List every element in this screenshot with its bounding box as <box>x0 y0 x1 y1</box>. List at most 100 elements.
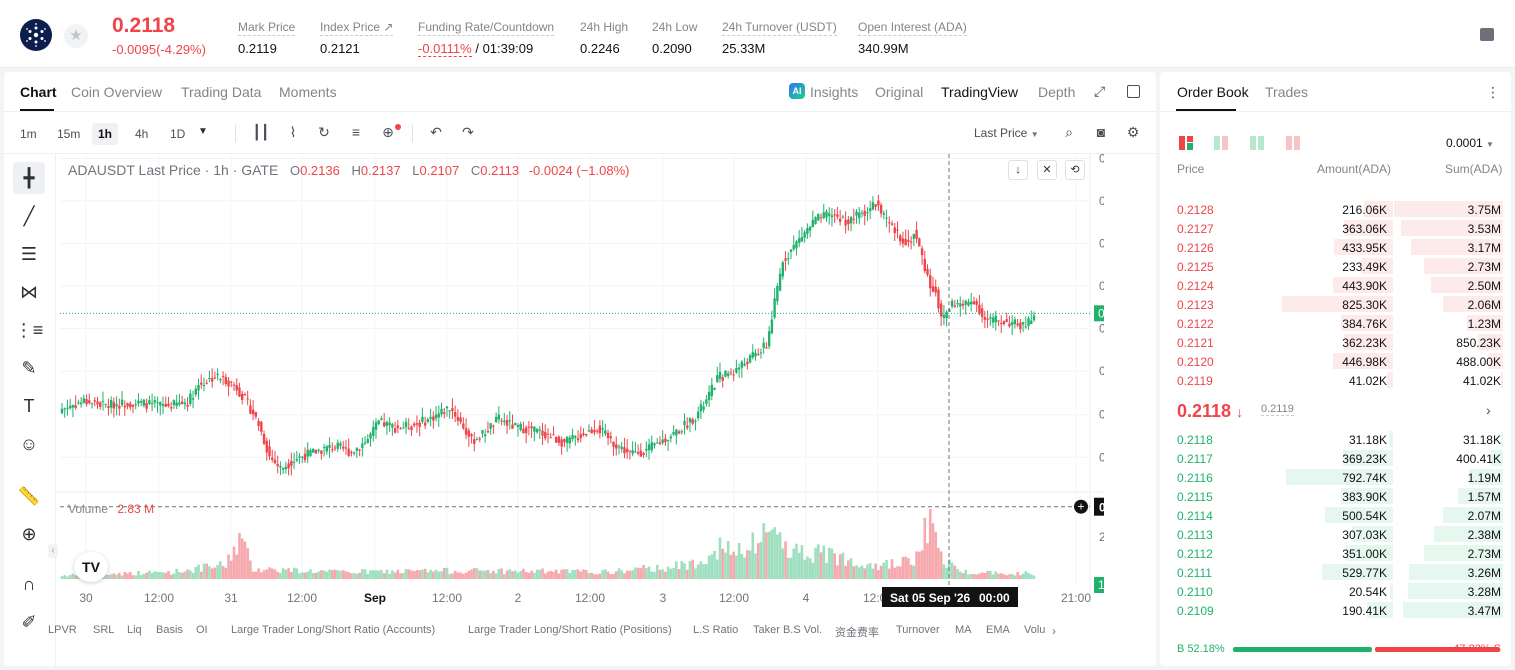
timeframe-1h[interactable]: 1h <box>92 123 119 145</box>
volume-bar <box>418 570 421 579</box>
bid-row[interactable]: 0.2117 369.23K 400.41K <box>1160 449 1511 467</box>
timeframe-15m[interactable]: 15m <box>57 127 81 141</box>
favorite-star-icon[interactable]: ★ <box>64 24 88 48</box>
book-icon[interactable] <box>1480 28 1494 41</box>
tab-insights[interactable]: Insights <box>810 84 859 100</box>
tab-chart[interactable]: Chart <box>20 84 57 100</box>
candlestick-chart[interactable]: 0.2300 0.2250 0.2200 0.2150 0.2100 0.2050 0.19… <box>4 151 1156 624</box>
timeframe-1m[interactable]: 1m <box>20 127 37 141</box>
indicator-ls-ratio[interactable]: L.S Ratio <box>693 624 739 636</box>
pattern-icon[interactable]: ⋈ <box>20 282 38 302</box>
indicators-icon[interactable]: ⌇ <box>289 124 297 140</box>
stat-index-price[interactable]: Index Price ↗ 0.2121 <box>320 20 394 56</box>
ask-row[interactable]: 0.2124 443.90K 2.50M <box>1160 276 1511 294</box>
tab-trades[interactable]: Trades <box>1265 84 1309 100</box>
chevron-right-icon[interactable]: › <box>1486 402 1491 418</box>
chevron-down-icon[interactable]: ▼ <box>198 126 208 137</box>
timeframe-1d[interactable]: 1D <box>170 127 186 141</box>
volume-bar <box>568 573 572 579</box>
tab-moments[interactable]: Moments <box>279 84 337 100</box>
bid-row[interactable]: 0.2115 383.90K 1.57M <box>1160 487 1511 505</box>
indicator-funding-rate[interactable]: 资金费率 <box>835 627 879 639</box>
indicator-volume[interactable]: Volu <box>1024 624 1046 636</box>
search-icon[interactable]: ⌕ <box>1065 124 1073 140</box>
fib-icon[interactable]: ⋮≡ <box>14 320 44 340</box>
ask-row[interactable]: 0.2125 233.49K 2.73M <box>1160 257 1511 275</box>
timeframe-4h[interactable]: 4h <box>135 127 149 141</box>
view-bids-icon[interactable] <box>1250 136 1266 150</box>
collapse-toolbar-icon[interactable]: ‹ <box>48 544 58 558</box>
indicator-basis[interactable]: Basis <box>156 624 183 636</box>
undo-icon[interactable]: ↶ <box>430 124 442 140</box>
ask-row[interactable]: 0.2128 216.06K 3.75M <box>1160 200 1511 218</box>
bid-row[interactable]: 0.2112 351.00K 2.73M <box>1160 544 1511 562</box>
ask-row[interactable]: 0.2126 433.95K 3.17M <box>1160 238 1511 256</box>
emoji-icon[interactable]: ☺ <box>19 434 39 454</box>
more-icon[interactable]: ⋮ <box>1486 84 1500 100</box>
magnet-icon[interactable]: ∩ <box>22 574 36 594</box>
tab-coin-overview[interactable]: Coin Overview <box>71 84 163 100</box>
chart-area[interactable]: 0.2300 0.2250 0.2200 0.2150 0.2100 0.2050 0.19… <box>4 151 1156 629</box>
view-asks-icon[interactable] <box>1286 136 1302 150</box>
bid-row[interactable]: 0.2116 792.74K 1.19M <box>1160 468 1511 486</box>
view-split-icon[interactable] <box>1214 136 1230 150</box>
indicator-liq[interactable]: Liq <box>127 624 142 636</box>
add-indicator-icon[interactable]: ⊕ <box>382 124 394 140</box>
indicator-oi[interactable]: OI <box>196 624 208 636</box>
gear-icon[interactable]: ⚙ <box>1126 124 1140 140</box>
bid-row[interactable]: 0.2113 307.03K 2.38M <box>1160 525 1511 543</box>
text-icon[interactable]: T <box>23 396 35 416</box>
pencil-icon[interactable]: ✐ <box>21 612 37 632</box>
refresh-icon[interactable]: ⟲ <box>1065 160 1085 180</box>
tab-trading-data[interactable]: Trading Data <box>181 84 262 100</box>
stat-mark-price[interactable]: Mark Price 0.2119 <box>238 20 296 56</box>
precision-select[interactable]: 0.0001 ▼ <box>1446 136 1494 150</box>
tab-original[interactable]: Original <box>875 84 924 100</box>
zoom-in-icon[interactable]: ⊕ <box>21 524 37 544</box>
redo-icon[interactable]: ↷ <box>462 124 474 140</box>
stat-funding-rate[interactable]: Funding Rate/Countdown -0.0111% / 01:39:… <box>418 20 555 57</box>
indicator-turnover[interactable]: Turnover <box>896 624 940 636</box>
trend-line-icon[interactable]: ╱ <box>23 206 35 226</box>
ask-row[interactable]: 0.2122 384.76K 1.23M <box>1160 314 1511 332</box>
tab-tradingview[interactable]: TradingView <box>941 84 1019 100</box>
horizontal-lines-icon[interactable]: ☰ <box>20 244 38 264</box>
volume-bar <box>322 570 326 579</box>
bid-row[interactable]: 0.2111 529.77K 3.26M <box>1160 563 1511 581</box>
indicator-large-trader-accounts[interactable]: Large Trader Long/Short Ratio (Accounts) <box>231 624 436 636</box>
arrow-down-icon[interactable]: ↓ <box>1008 160 1028 180</box>
ask-row[interactable]: 0.2120 446.98K 488.00K <box>1160 352 1511 370</box>
indicator-ma[interactable]: MA <box>955 624 972 636</box>
bid-row[interactable]: 0.2118 31.18K 31.18K <box>1160 430 1511 448</box>
ask-row[interactable]: 0.2121 362.23K 850.23K <box>1160 333 1511 351</box>
view-both-icon[interactable] <box>1179 136 1195 150</box>
indicator-lpvr[interactable]: LPVR <box>48 624 77 636</box>
crosshair-icon[interactable]: ╋ <box>13 162 45 194</box>
window-icon[interactable] <box>1127 85 1140 98</box>
camera-icon[interactable]: ◙ <box>1096 124 1106 140</box>
indicator-ema[interactable]: EMA <box>986 624 1010 636</box>
chevron-right-icon[interactable]: › <box>1052 624 1056 638</box>
collapse-icon[interactable]: ✕ <box>1037 160 1057 180</box>
ask-row[interactable]: 0.2123 825.30K 2.06M <box>1160 295 1511 313</box>
bid-row[interactable]: 0.2109 190.41K 3.47M <box>1160 601 1511 619</box>
ask-row[interactable]: 0.2119 41.02K 41.02K <box>1160 371 1511 389</box>
expand-icon[interactable]: ⤢ <box>1094 83 1106 99</box>
indicator-large-trader-positions[interactable]: Large Trader Long/Short Ratio (Positions… <box>468 624 672 636</box>
ask-row[interactable]: 0.2127 363.06K 3.53M <box>1160 219 1511 237</box>
bid-row[interactable]: 0.2114 500.54K 2.07M <box>1160 506 1511 524</box>
candle-body <box>691 419 694 424</box>
bid-row[interactable]: 0.2110 20.54K 3.28M <box>1160 582 1511 600</box>
candle-body <box>172 399 176 406</box>
tab-depth[interactable]: Depth <box>1038 84 1076 100</box>
candle-body <box>770 319 774 334</box>
ruler-icon[interactable]: 📏 <box>17 486 41 506</box>
price-source-select[interactable]: Last Price ▼ <box>974 126 1039 140</box>
indicator-srl[interactable]: SRL <box>93 624 115 636</box>
compare-icon[interactable]: ↻ <box>318 124 330 140</box>
tab-order-book[interactable]: Order Book <box>1177 84 1249 100</box>
indicator-taker-bs-vol[interactable]: Taker B.S Vol. <box>753 624 823 636</box>
candles-icon[interactable]: ┃┃ <box>252 124 270 140</box>
templates-icon[interactable]: ≡ <box>351 124 361 140</box>
brush-icon[interactable]: ✎ <box>21 358 37 378</box>
